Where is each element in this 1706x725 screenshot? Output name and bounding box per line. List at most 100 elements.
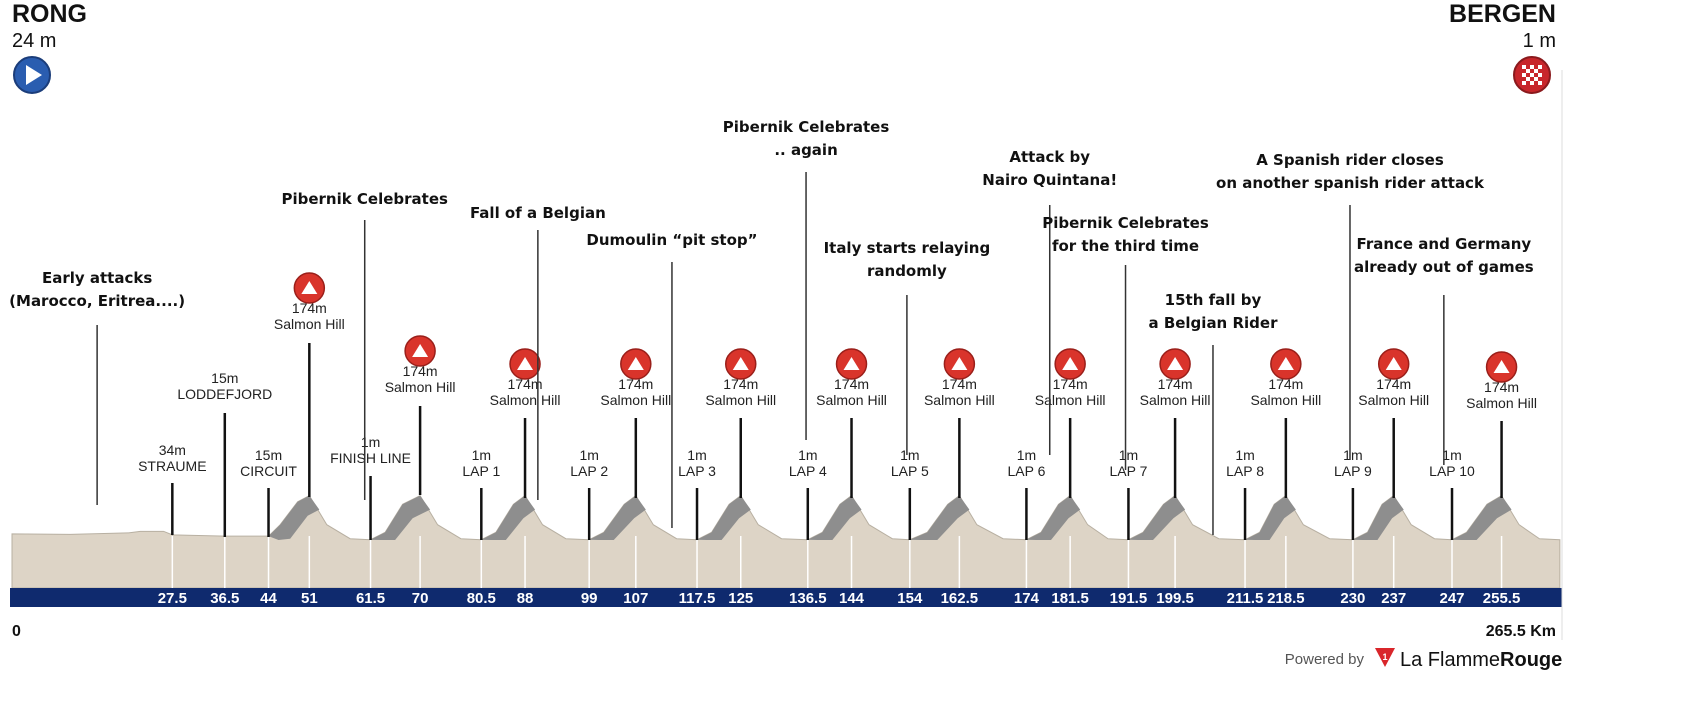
waypoint-altitude: 1m xyxy=(1119,447,1138,463)
climb-icon xyxy=(943,348,976,380)
km-marker-label: 218.5 xyxy=(1267,590,1305,607)
climb-section xyxy=(1026,495,1081,540)
km-marker-label: 27.5 xyxy=(158,590,187,607)
annotation-text: randomly xyxy=(867,262,947,280)
waypoint-name: LAP 6 xyxy=(1007,463,1045,479)
km-marker-label: 255.5 xyxy=(1483,590,1521,607)
km-marker-label: 181.5 xyxy=(1051,590,1089,607)
elevation-profile xyxy=(11,494,1561,589)
climb-icon xyxy=(835,348,868,380)
waypoint-name: Salmon Hill xyxy=(1035,392,1106,408)
km-marker-label: 80.5 xyxy=(467,590,496,607)
waypoint-altitude: 1m xyxy=(579,447,598,463)
climb-section xyxy=(1128,495,1186,540)
waypoint-altitude: 1m xyxy=(1442,447,1461,463)
climb-icon xyxy=(620,348,652,380)
km-axis-band xyxy=(10,588,1562,607)
waypoint-altitude: 174m xyxy=(942,376,977,392)
annotation-text: Pibernik Celebrates xyxy=(281,190,448,208)
la-flamme-rouge-logo[interactable]: 1 La FlammeRouge xyxy=(1375,648,1562,671)
climb-section xyxy=(589,495,646,540)
climb-icon xyxy=(293,272,326,304)
climb-section xyxy=(1452,495,1512,540)
waypoint-altitude: 15m xyxy=(255,447,282,463)
waypoint-name: LAP 8 xyxy=(1226,463,1264,479)
annotation-text: .. again xyxy=(774,141,837,159)
climb-icon xyxy=(725,348,757,380)
annotation-text: (Marocco, Eritrea....) xyxy=(9,292,185,310)
km-marker-label: 36.5 xyxy=(210,590,239,607)
waypoint-altitude: 174m xyxy=(618,376,653,392)
annotation-text: Fall of a Belgian xyxy=(470,204,606,222)
waypoint-name: LAP 1 xyxy=(462,463,500,479)
climb-section xyxy=(909,495,970,540)
climb-section xyxy=(370,495,431,540)
climb-icon xyxy=(1270,348,1302,380)
waypoint-altitude: 1m xyxy=(1017,447,1036,463)
waypoint-name: Salmon Hill xyxy=(1250,392,1321,408)
annotation-text: 15th fall by xyxy=(1165,291,1262,309)
brand-name: La FlammeRouge xyxy=(1400,649,1562,671)
waypoint-altitude: 1m xyxy=(361,434,380,450)
climb-section xyxy=(481,495,536,540)
race-annotation: Early attacks (Marocco, Eritrea....) xyxy=(9,269,185,505)
race-annotation: Italy starts relaying randomly xyxy=(824,239,990,455)
waypoint-altitude: 174m xyxy=(403,363,438,379)
km-marker-label: 88 xyxy=(517,590,534,607)
waypoint-name: Salmon Hill xyxy=(274,316,345,332)
waypoint-altitude: 15m xyxy=(211,370,238,386)
waypoint-name: LAP 2 xyxy=(570,463,608,479)
annotation-text: Pibernik Celebrates xyxy=(723,118,890,136)
climb-icon xyxy=(1159,348,1191,380)
waypoint-altitude: 34m xyxy=(159,442,186,458)
km-marker-label: 162.5 xyxy=(941,590,979,607)
annotation-text: already out of games xyxy=(1354,258,1534,276)
start-altitude: 24 m xyxy=(12,30,57,52)
waypoint-name: LAP 5 xyxy=(891,463,929,479)
km-marker-label: 199.5 xyxy=(1156,590,1194,607)
annotation-text: a Belgian Rider xyxy=(1148,314,1278,332)
waypoint-altitude: 1m xyxy=(798,447,817,463)
km-marker-label: 154 xyxy=(897,590,923,607)
finish-city: BERGEN xyxy=(1449,0,1556,28)
axis-start-label: 0 xyxy=(12,623,21,640)
km-marker-label: 136.5 xyxy=(789,590,827,607)
climb-section xyxy=(807,495,862,540)
race-annotation: France and Germany already out of games xyxy=(1354,235,1534,465)
race-annotation: Dumoulin “pit stop” xyxy=(586,231,757,528)
climb-icon xyxy=(1485,351,1518,383)
race-annotation: Attack by Nairo Quintana! xyxy=(982,148,1117,455)
annotation-text: for the third time xyxy=(1052,237,1199,255)
km-marker-label: 144 xyxy=(839,590,865,607)
waypoint-altitude: 1m xyxy=(687,447,706,463)
climb-icon xyxy=(1054,348,1086,380)
climb-section xyxy=(1245,495,1296,540)
annotation-text: on another spanish rider attack xyxy=(1216,174,1485,192)
waypoint-name: Salmon Hill xyxy=(1358,392,1429,408)
km-marker-label: 70 xyxy=(412,590,429,607)
waypoint-altitude: 174m xyxy=(723,376,758,392)
checkered-flag-icon xyxy=(1513,56,1551,94)
logo-badge: 1 xyxy=(1382,652,1387,662)
climb-section xyxy=(1352,495,1404,540)
annotation-text: Nairo Quintana! xyxy=(982,171,1117,189)
waypoint-altitude: 174m xyxy=(1268,376,1303,392)
km-marker-label: 44 xyxy=(260,590,277,607)
axis-end-label: 265.5 Km xyxy=(1486,623,1556,640)
